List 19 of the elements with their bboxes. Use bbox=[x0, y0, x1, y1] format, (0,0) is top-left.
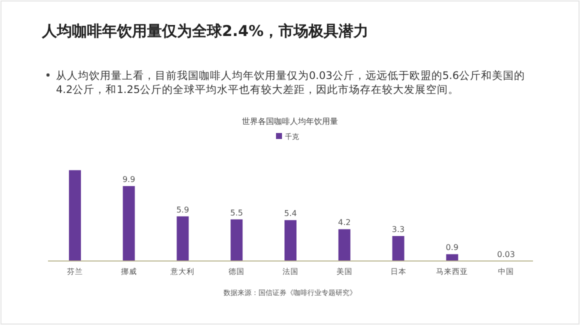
data-label: 5.5 bbox=[230, 208, 243, 218]
bar bbox=[338, 229, 350, 261]
data-label: 9.9 bbox=[122, 175, 136, 184]
bar bbox=[122, 186, 135, 261]
data-label: 4.2 bbox=[338, 218, 351, 228]
bar bbox=[68, 170, 81, 261]
bar bbox=[446, 254, 458, 261]
chart-title: 人均咖啡年饮用量仅为全球2.4%，市场极具潜力 bbox=[41, 22, 369, 40]
text: 世界各国咖啡人均年饮用量 bbox=[242, 117, 338, 126]
bar bbox=[230, 219, 243, 261]
bar bbox=[176, 216, 189, 261]
data-label: 0.03 bbox=[497, 250, 515, 259]
data-label: 5.4 bbox=[284, 209, 297, 218]
data-label: 3.3 bbox=[392, 225, 405, 234]
chart-subtitle: 从人均饮用量上看，目前我国咖啡人均年饮用量仅为0.03公斤，远远低于欧盟的5.6公斤和美国的4.2公斤，和1.25公斤的全球平均水平也有较大差距，因此市场存在较大发展空间。 bbox=[56, 69, 526, 96]
bar bbox=[392, 236, 404, 261]
bar bbox=[284, 220, 296, 261]
data-label: 0.9 bbox=[446, 243, 459, 252]
data-label: 5.9 bbox=[176, 205, 190, 214]
